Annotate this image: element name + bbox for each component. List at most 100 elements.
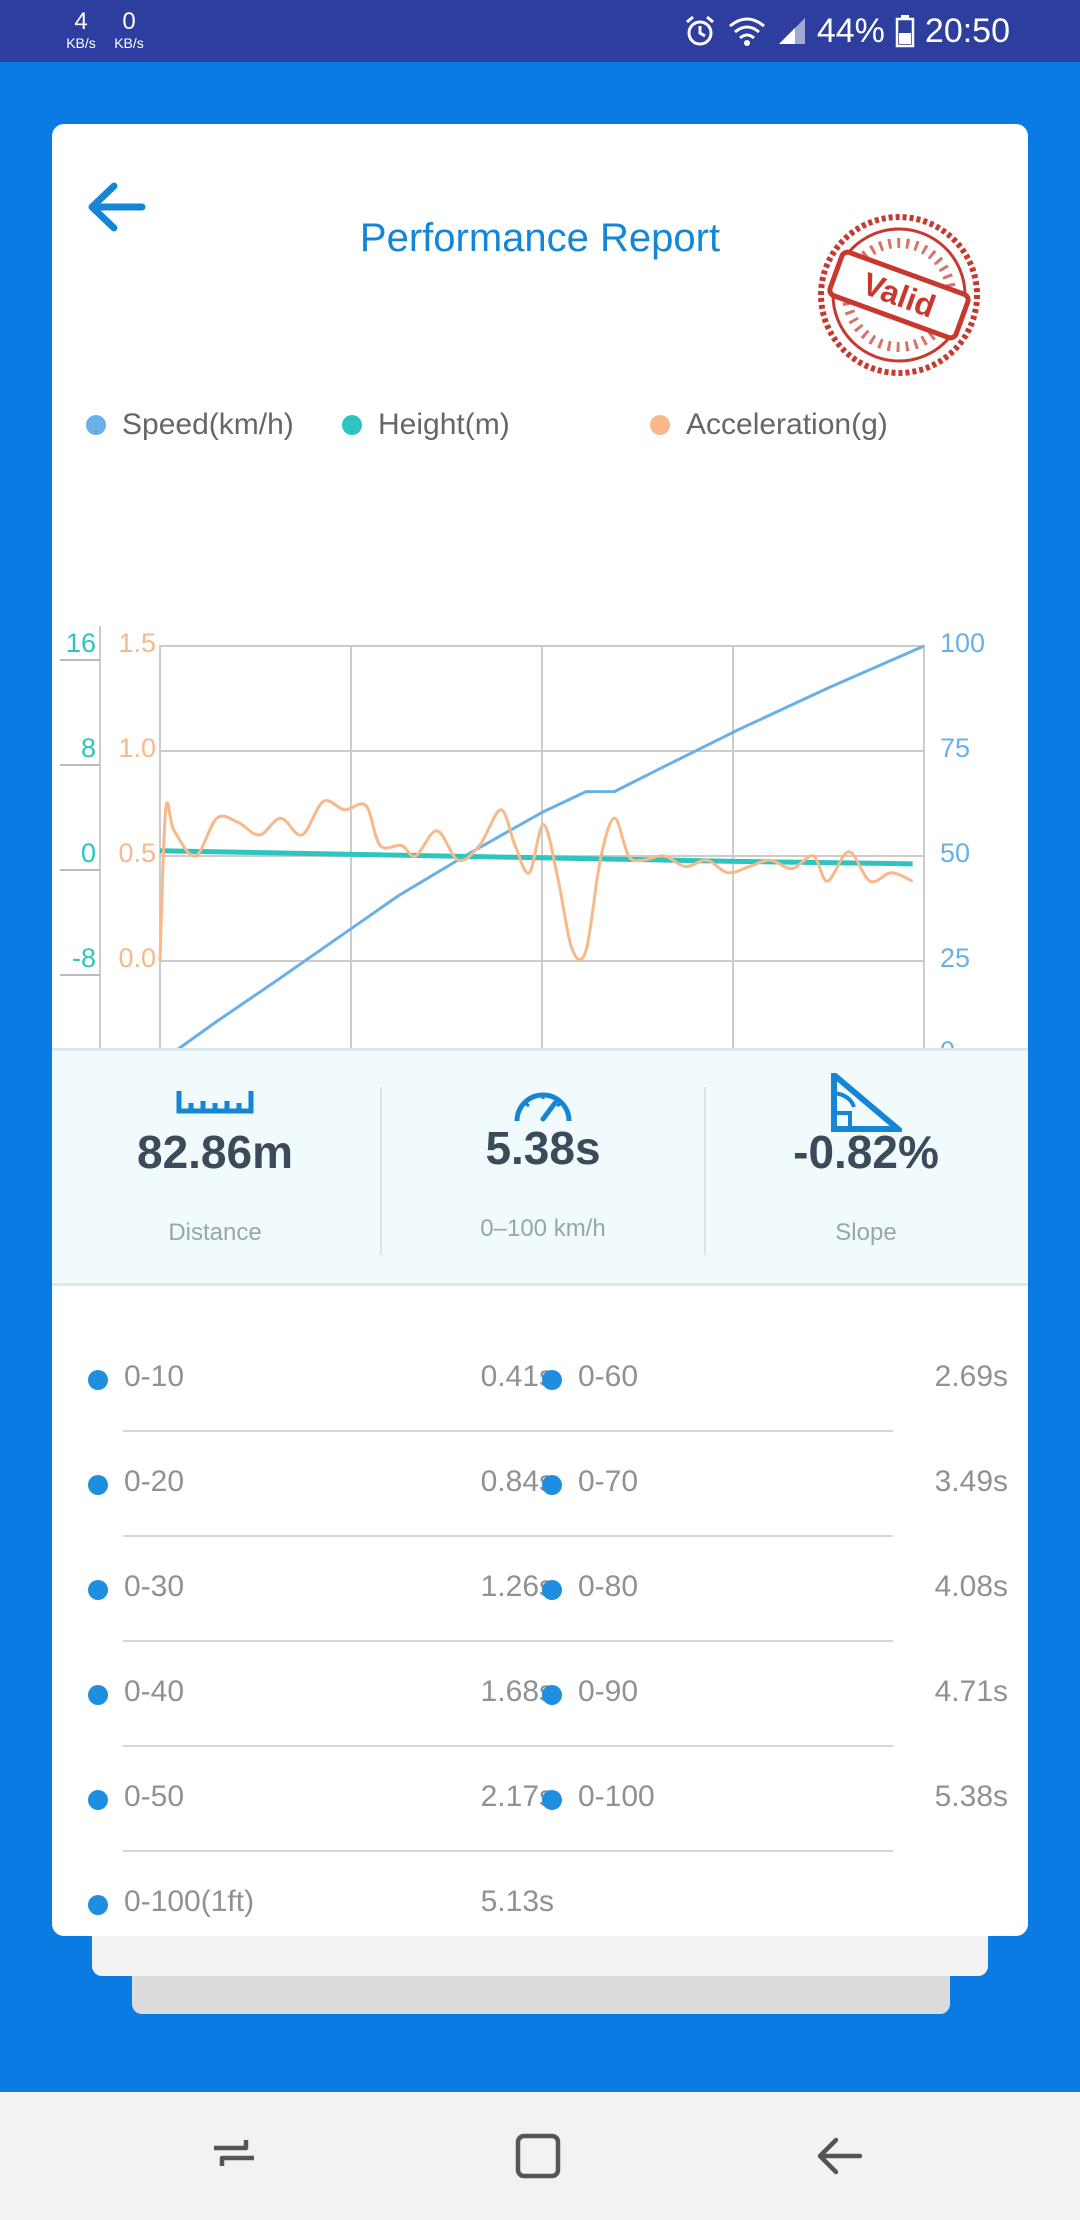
battery-icon xyxy=(895,15,915,48)
download-speed-unit: KB/s xyxy=(66,35,96,51)
download-speed-value: 4 xyxy=(74,8,88,35)
signal-icon xyxy=(778,18,805,44)
height-axis-tick-label: -8 xyxy=(72,943,96,973)
split-label: 0-30 xyxy=(124,1570,185,1603)
back-nav-button[interactable] xyxy=(800,2122,880,2190)
split-label: 0-70 xyxy=(578,1465,639,1498)
ruler-icon xyxy=(176,1091,254,1114)
time-0-100-value: 5.38s xyxy=(485,1122,601,1174)
acceleration-axis-tick-label: 0.5 xyxy=(118,838,156,868)
upload-speed: 0 KB/s xyxy=(106,8,152,51)
upload-speed-unit: KB/s xyxy=(114,35,144,51)
split-label: 0-60 xyxy=(578,1360,639,1393)
home-button[interactable] xyxy=(500,2122,580,2190)
back-nav-icon xyxy=(817,2137,863,2175)
battery-percent: 44% xyxy=(816,11,885,50)
valid-stamp: Valid xyxy=(818,214,980,376)
split-dot xyxy=(542,1685,562,1705)
legend-acceleration-dot xyxy=(650,415,670,435)
split-time: 2.17s xyxy=(480,1780,554,1813)
acceleration-axis-tick-label: 0.0 xyxy=(118,943,156,973)
split-divider xyxy=(123,1745,893,1747)
split-dot xyxy=(542,1790,562,1810)
split-divider xyxy=(123,1535,893,1537)
split-dot xyxy=(88,1895,108,1915)
alarm-icon xyxy=(685,15,714,46)
arrow-left-icon xyxy=(88,182,146,232)
home-icon xyxy=(515,2133,561,2179)
split-dot xyxy=(88,1370,108,1390)
split-dot xyxy=(88,1580,108,1600)
metric-distance: 82.86m Distance xyxy=(52,1051,378,1283)
split-dot xyxy=(542,1580,562,1600)
split-dot xyxy=(88,1685,108,1705)
metrics-panel: 82.86m Distance 5.38s 0–100 km/h -0.82% … xyxy=(52,1048,1028,1286)
slope-icon xyxy=(831,1073,902,1132)
split-time: 4.08s xyxy=(934,1570,1008,1603)
split-time: 4.71s xyxy=(934,1675,1008,1708)
chart-legend: Speed(km/h) Height(m) Acceleration(g) xyxy=(86,408,1006,452)
split-time: 0.84s xyxy=(480,1465,554,1498)
split-label: 0-40 xyxy=(124,1675,185,1708)
split-label: 0-20 xyxy=(124,1465,185,1498)
metric-slope: -0.82% Slope xyxy=(704,1051,1028,1283)
acceleration-series-line xyxy=(158,799,914,962)
distance-label: Distance xyxy=(168,1219,262,1246)
legend-speed: Speed(km/h) xyxy=(86,408,294,442)
speed-axis-tick-label: 25 xyxy=(940,943,970,973)
split-time: 5.13s xyxy=(480,1885,554,1918)
speed-axis-tick-label: 50 xyxy=(940,838,970,868)
height-axis-tick-label: 8 xyxy=(81,733,96,763)
split-label: 0-80 xyxy=(578,1570,639,1603)
split-label: 0-50 xyxy=(124,1780,185,1813)
height-axis-tick-label: 16 xyxy=(66,628,96,658)
split-time: 1.68s xyxy=(480,1675,554,1708)
navigation-bar xyxy=(0,2092,1080,2220)
legend-speed-label: Speed(km/h) xyxy=(122,408,294,441)
page-title: Performance Report xyxy=(359,216,721,260)
download-speed: 4 KB/s xyxy=(58,8,104,51)
back-button[interactable] xyxy=(80,172,160,242)
status-icons: 44% 20:50 xyxy=(683,0,1010,62)
split-time: 5.38s xyxy=(934,1780,1008,1813)
legend-acceleration: Acceleration(g) xyxy=(650,408,888,442)
split-divider xyxy=(123,1640,893,1642)
legend-height-label: Height(m) xyxy=(378,408,510,441)
slope-label: Slope xyxy=(835,1219,897,1246)
acceleration-axis-tick-label: 1.0 xyxy=(118,733,156,763)
metric-divider xyxy=(380,1087,382,1255)
metric-0-100: 5.38s 0–100 km/h xyxy=(382,1051,704,1283)
legend-height: Height(m) xyxy=(342,408,510,442)
split-dot xyxy=(542,1475,562,1495)
recent-apps-button[interactable] xyxy=(194,2122,274,2190)
time-0-100-label: 0–100 km/h xyxy=(480,1215,606,1242)
distance-value: 82.86m xyxy=(136,1126,293,1178)
split-dot xyxy=(88,1475,108,1495)
split-label: 0-100 xyxy=(578,1780,655,1813)
slope-value: -0.82% xyxy=(793,1126,939,1178)
legend-height-dot xyxy=(342,415,362,435)
split-time: 1.26s xyxy=(480,1570,554,1603)
status-bar: 4 KB/s 0 KB/s 44% 20:50 xyxy=(0,0,1080,62)
split-dot xyxy=(542,1370,562,1390)
split-time: 0.41s xyxy=(480,1360,554,1393)
legend-acceleration-label: Acceleration(g) xyxy=(686,408,888,441)
upload-speed-value: 0 xyxy=(122,8,136,35)
clock: 20:50 xyxy=(924,11,1010,50)
speed-axis-tick-label: 100 xyxy=(940,628,985,658)
split-time: 2.69s xyxy=(934,1360,1008,1393)
speed-series-line xyxy=(159,644,925,1064)
speed-axis-tick-label: 75 xyxy=(940,733,970,763)
split-divider xyxy=(123,1430,893,1432)
split-dot xyxy=(88,1790,108,1810)
split-label: 0-10 xyxy=(124,1360,185,1393)
report-card: Performance Report Valid Speed(km/h) Hei… xyxy=(52,124,1028,1936)
recent-apps-icon xyxy=(214,2140,254,2166)
metric-divider xyxy=(704,1087,706,1255)
speedometer-icon xyxy=(514,1092,572,1122)
split-divider xyxy=(123,1850,893,1852)
legend-speed-dot xyxy=(86,415,106,435)
acceleration-axis-tick-label: 1.5 xyxy=(118,628,156,658)
wifi-icon xyxy=(728,17,765,46)
